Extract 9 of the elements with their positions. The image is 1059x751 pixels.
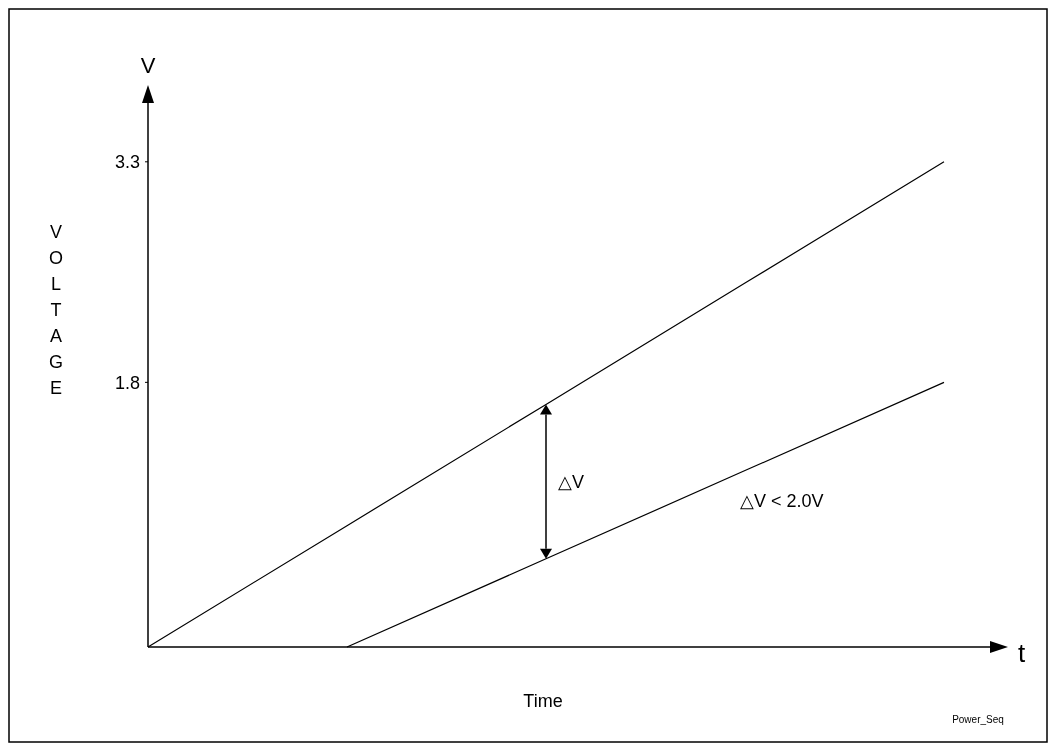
y-tick-label: 3.3 (114, 152, 140, 173)
text: t (1018, 638, 1026, 668)
text: Power_Seq (952, 714, 1004, 725)
x-axis-title: Time (523, 691, 563, 711)
y-tick-label: 1.8 (114, 372, 140, 393)
text: V (140, 53, 156, 78)
annotation: △V < 2.0V (740, 491, 824, 512)
annotation: △V (558, 471, 585, 492)
y-axis-title: VOLTAGE (48, 222, 64, 398)
